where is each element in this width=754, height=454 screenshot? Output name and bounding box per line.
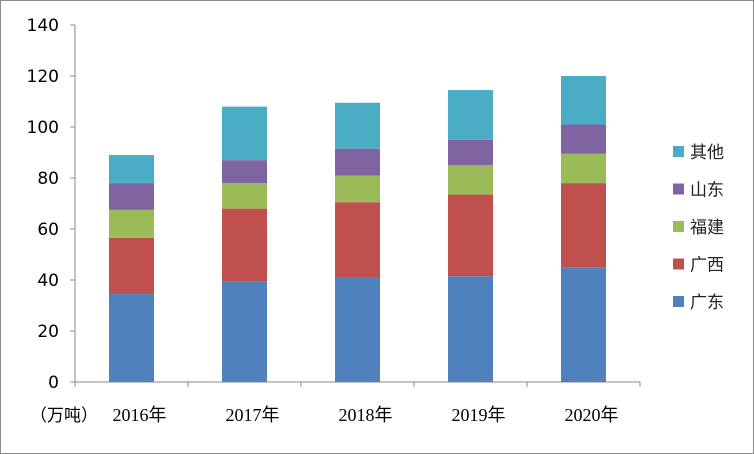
bar-segment xyxy=(109,237,154,295)
bar-segment xyxy=(222,106,267,161)
bar-segment xyxy=(561,153,606,184)
y-tick-label: 140 xyxy=(27,16,59,36)
legend-swatch xyxy=(673,221,684,232)
bar-segment xyxy=(448,139,493,166)
bar-segment xyxy=(335,202,380,278)
bar-segment xyxy=(448,194,493,277)
bar-segment xyxy=(561,183,606,268)
y-tick-label: 60 xyxy=(37,220,59,240)
bar-segment xyxy=(335,175,380,203)
bar-segment xyxy=(109,155,154,184)
bar-segment xyxy=(109,209,154,238)
bar-segment xyxy=(561,124,606,154)
y-tick-labels: 0 20 40 60 80 100 120 140 xyxy=(27,16,59,393)
y-tick-label: 120 xyxy=(27,67,59,87)
unit-label: （万吨） xyxy=(30,406,98,426)
bar-segment xyxy=(335,148,380,176)
x-category-label: 2020年 xyxy=(565,405,619,425)
bar-segment xyxy=(109,294,154,382)
legend-label: 山东 xyxy=(690,181,724,201)
legend-label: 福建 xyxy=(690,218,724,238)
x-category-labels: 2016年 2017年 2018年 2019年 2020年 xyxy=(113,405,619,425)
bar-segment xyxy=(222,281,267,382)
legend-label: 广东 xyxy=(690,293,724,313)
legend-swatch xyxy=(673,296,684,307)
bar-segment xyxy=(335,102,380,149)
legend-label: 广西 xyxy=(690,256,724,276)
y-tick-label: 80 xyxy=(37,169,59,189)
y-tick-label: 100 xyxy=(27,118,59,138)
bar-segment xyxy=(335,277,380,382)
x-category-label: 2017年 xyxy=(226,405,280,425)
legend-label: 其他 xyxy=(690,143,724,163)
bars xyxy=(109,76,606,382)
bar-segment xyxy=(222,183,267,209)
bar-segment xyxy=(448,165,493,195)
legend-swatch xyxy=(673,146,684,157)
legend-swatch xyxy=(673,183,684,195)
bar-segment xyxy=(222,208,267,282)
legend-swatch xyxy=(673,258,684,270)
y-tick-label: 40 xyxy=(37,271,59,291)
bar-segment xyxy=(109,183,154,210)
bar-segment xyxy=(448,90,493,140)
bar-segment xyxy=(222,160,267,184)
x-category-label: 2018年 xyxy=(339,405,393,425)
x-category-label: 2019年 xyxy=(452,405,506,425)
bar-segment xyxy=(561,76,606,125)
y-tick-label: 0 xyxy=(48,373,59,393)
bar-segment xyxy=(448,276,493,382)
x-category-label: 2016年 xyxy=(113,405,167,425)
bar-segment xyxy=(561,267,606,382)
y-tick-label: 20 xyxy=(37,322,59,342)
